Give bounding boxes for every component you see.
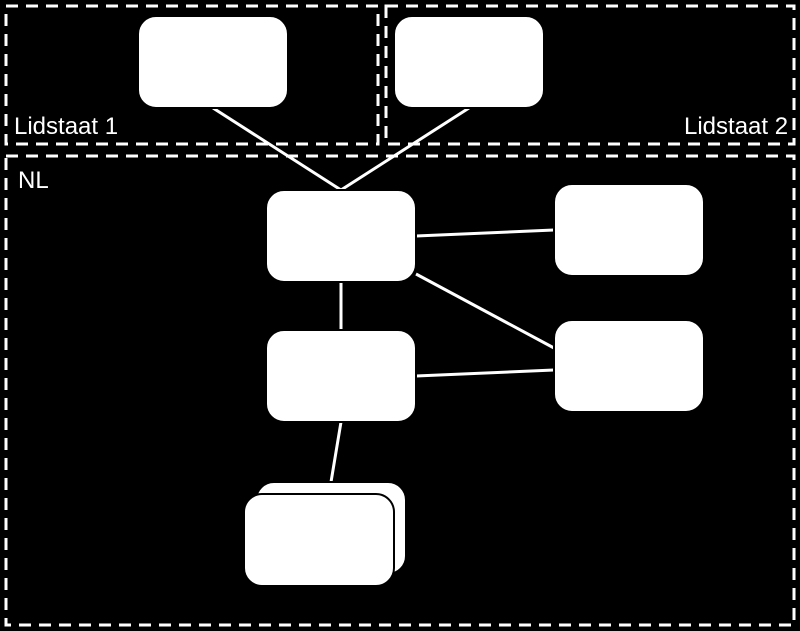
edge-low-lowright xyxy=(416,370,554,376)
edge-low-stack xyxy=(331,422,341,482)
edge-mid-midright xyxy=(416,230,554,236)
org-diagram: Lidstaat 1 Lidstaat 2 NL xyxy=(0,0,800,631)
node-stack-front xyxy=(244,494,394,586)
region-nl-label: NL xyxy=(18,167,49,194)
node-top-left xyxy=(138,16,288,108)
nodes-group xyxy=(138,16,704,586)
region-lidstaat2-label: Lidstaat 2 xyxy=(684,113,788,140)
node-low-right xyxy=(554,320,704,412)
node-low xyxy=(266,330,416,422)
node-mid-right xyxy=(554,184,704,276)
edge-topleft-mid xyxy=(213,108,341,190)
node-top-right xyxy=(394,16,544,108)
edge-topright-mid xyxy=(341,108,469,190)
edge-mid-lowright xyxy=(416,274,554,348)
region-lidstaat1-label: Lidstaat 1 xyxy=(14,113,118,140)
node-mid xyxy=(266,190,416,282)
edges-group xyxy=(213,108,554,482)
